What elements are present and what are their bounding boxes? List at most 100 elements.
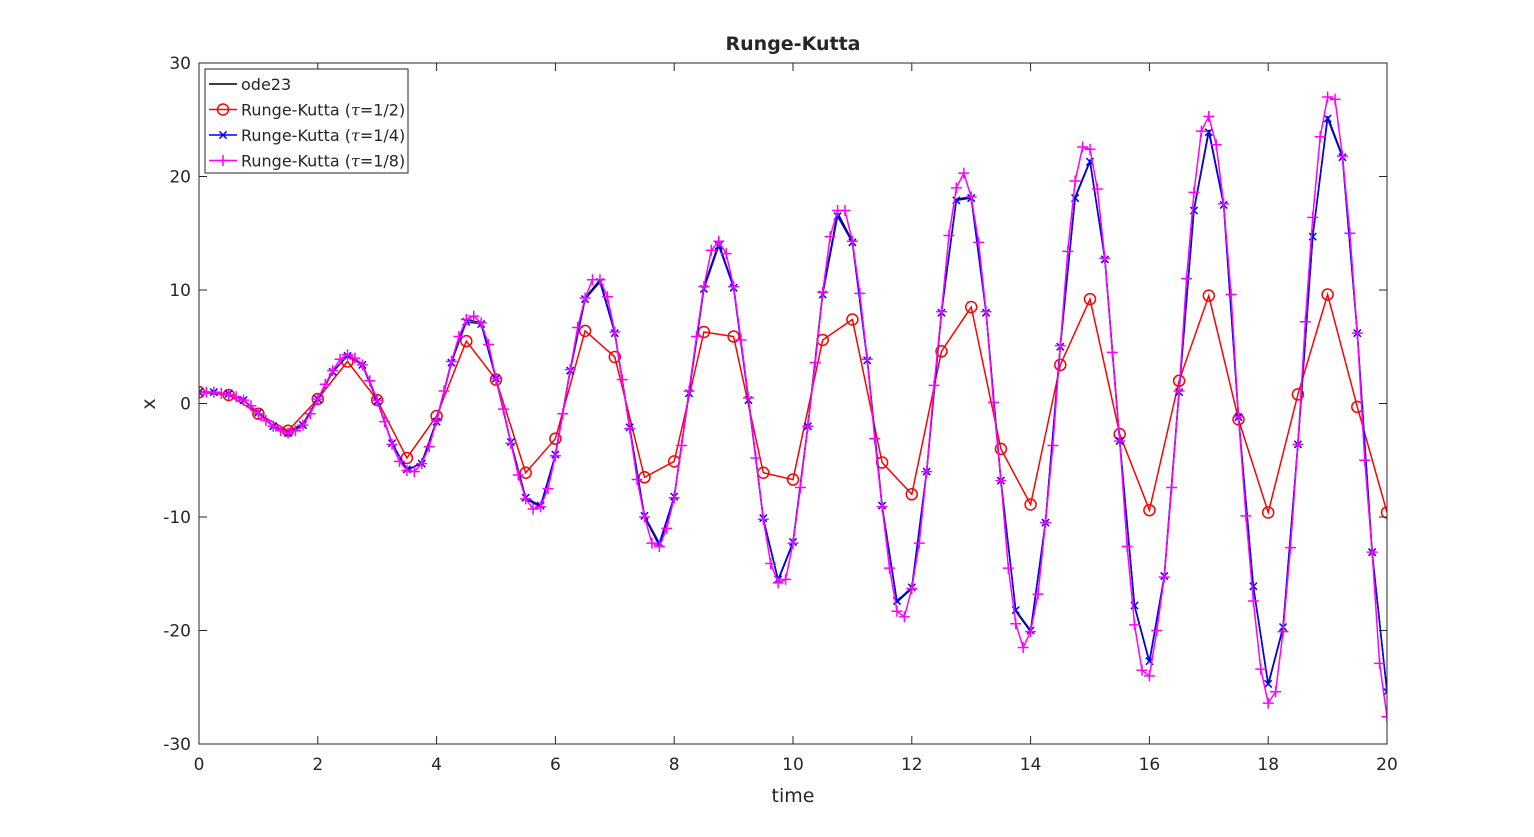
data-point-3 (230, 391, 242, 403)
data-point-3 (1002, 562, 1014, 574)
x-tick-label: 10 (782, 755, 804, 775)
data-point-3 (445, 356, 457, 368)
data-point-3 (854, 287, 866, 299)
data-point-2 (199, 388, 204, 397)
data-point-3 (475, 317, 487, 329)
data-point-3 (639, 511, 650, 523)
data-point-1 (935, 345, 948, 358)
data-point-2 (1249, 582, 1258, 591)
x-tick-label: 12 (901, 755, 923, 775)
series-3 (199, 91, 1387, 723)
data-point-3 (267, 420, 279, 432)
data-point-3 (1307, 211, 1319, 223)
data-point-3 (1233, 411, 1244, 423)
data-point-1 (846, 313, 859, 326)
data-point-3 (1062, 245, 1074, 257)
data-point-3 (913, 537, 925, 549)
data-point-3 (802, 420, 814, 432)
data-point-3 (965, 191, 977, 203)
y-tick-label: -10 (163, 508, 191, 528)
data-point-3 (1262, 697, 1274, 709)
data-point-3 (297, 419, 309, 431)
data-point-3 (1166, 481, 1178, 493)
data-point-1 (578, 324, 592, 338)
data-point-3 (891, 605, 903, 617)
data-point-3 (312, 393, 324, 405)
data-point-1 (1202, 289, 1216, 302)
data-point-3 (928, 379, 940, 391)
data-point-3 (646, 537, 658, 549)
data-point-3 (1240, 510, 1252, 522)
chart-title: Runge-Kutta (726, 33, 861, 55)
data-point-3 (1381, 711, 1387, 723)
data-point-3 (356, 359, 368, 371)
data-point-3 (438, 385, 450, 397)
legend-marker (218, 130, 228, 140)
data-point-3 (342, 349, 353, 361)
data-point-3 (1329, 93, 1341, 105)
legend-box (204, 68, 409, 174)
data-point-3 (1247, 595, 1259, 607)
data-point-1 (964, 300, 978, 314)
data-point-3 (252, 408, 264, 420)
data-point-3 (750, 452, 762, 464)
data-point-3 (527, 503, 539, 515)
data-point-3 (1143, 670, 1155, 682)
data-point-3 (624, 422, 636, 434)
data-point-3 (616, 374, 628, 386)
x-tick-label: 8 (669, 755, 680, 775)
y-tick-label: 20 (169, 168, 191, 188)
y-tick-label: 0 (180, 395, 191, 415)
data-point-3 (898, 611, 910, 623)
series-layer (199, 91, 1387, 723)
data-point-3 (1374, 657, 1386, 669)
data-point-3 (1359, 454, 1371, 466)
data-point-3 (676, 439, 688, 451)
data-point-3 (1106, 346, 1118, 358)
data-point-3 (1121, 541, 1133, 553)
data-point-1 (1143, 503, 1156, 517)
data-point-3 (275, 425, 287, 437)
data-point-3 (386, 438, 398, 450)
data-point-2 (1204, 128, 1213, 137)
legend-marker (216, 103, 230, 116)
data-point-3 (720, 248, 732, 260)
data-point-3 (1054, 340, 1066, 352)
data-point-3 (260, 415, 272, 427)
data-point-1 (905, 488, 919, 501)
data-point-3 (334, 353, 346, 365)
data-point-3 (1195, 125, 1207, 137)
data-point-3 (698, 281, 710, 293)
data-point-3 (631, 474, 643, 486)
x-tick-label: 20 (1376, 755, 1398, 775)
data-point-3 (1010, 618, 1022, 630)
legend-entry-0: ode23 (209, 75, 291, 94)
legend-entry-3: Runge-Kutta (τ=1/8) (209, 152, 405, 171)
data-point-3 (690, 331, 702, 343)
data-point-3 (757, 513, 769, 525)
data-point-3 (1025, 626, 1037, 638)
data-point-3 (401, 464, 413, 476)
data-point-3 (460, 314, 472, 326)
data-point-3 (1069, 175, 1081, 187)
data-point-2 (1264, 679, 1273, 688)
data-point-3 (809, 357, 821, 369)
data-point-3 (327, 365, 339, 377)
y-tick-label: -20 (163, 622, 191, 642)
data-point-3 (861, 353, 873, 365)
legend-marker (217, 155, 229, 166)
data-point-3 (601, 291, 613, 303)
data-point-3 (1366, 546, 1378, 558)
data-point-3 (1173, 385, 1185, 397)
tick-layer: 0 2 4 6 8 10 12 14 16 18 20 30 20 10 0 -10 -20 -30 (163, 54, 1398, 775)
data-point-3 (512, 469, 524, 481)
data-point-3 (223, 388, 235, 400)
data-point-3 (1277, 626, 1289, 638)
data-point-3 (713, 235, 725, 247)
data-point-3 (393, 455, 405, 467)
data-point-1 (1024, 498, 1037, 511)
data-point-3 (371, 394, 383, 406)
data-point-1 (994, 442, 1008, 456)
data-point-3 (1151, 625, 1163, 636)
